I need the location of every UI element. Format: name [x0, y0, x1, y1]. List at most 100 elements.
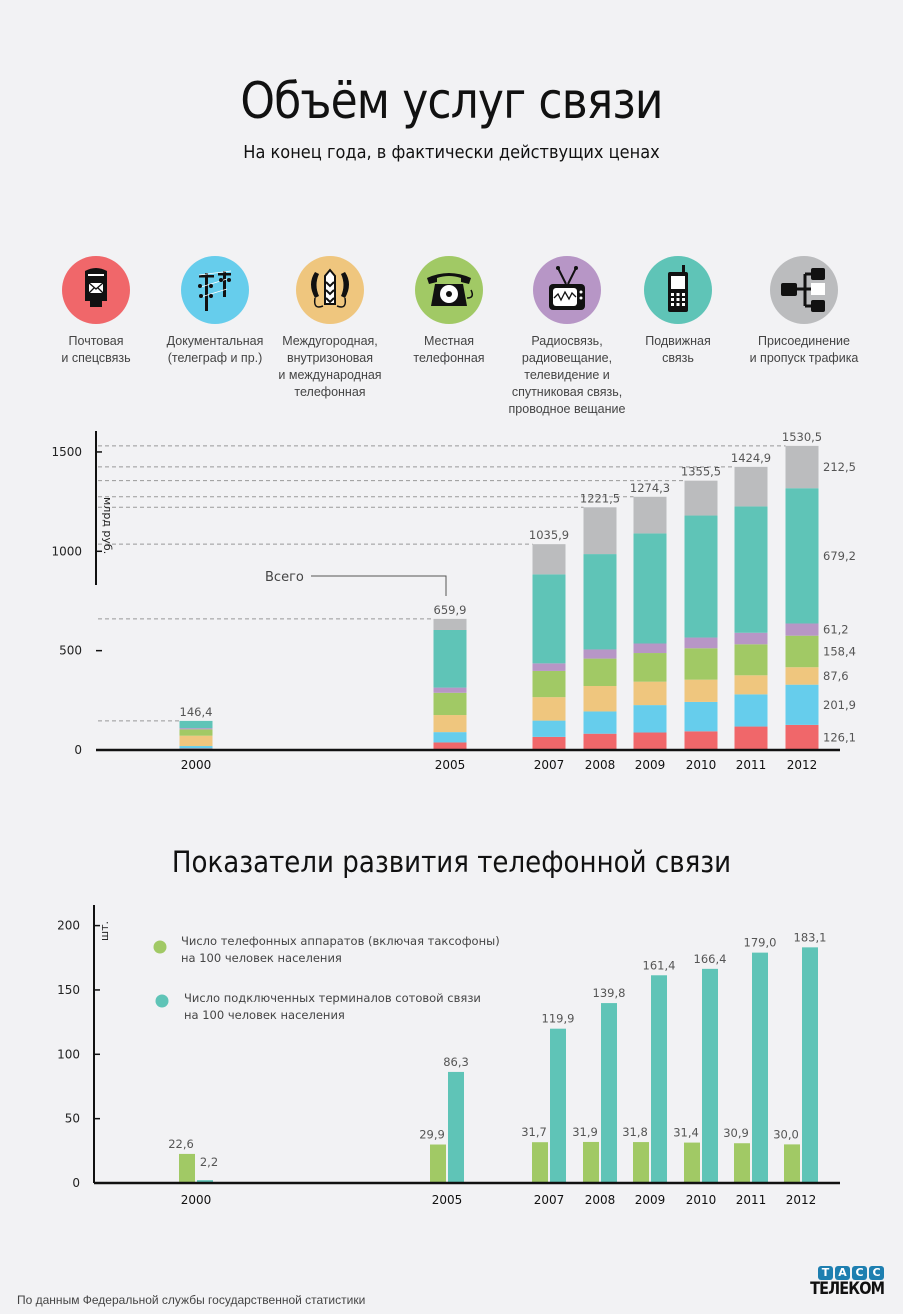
network-icon — [770, 256, 838, 324]
bar-segment-2011-3 — [734, 644, 768, 676]
bar-2010-landline — [684, 1142, 700, 1183]
total-label-2000: 146,4 — [180, 705, 213, 719]
x-tick-label-2012: 2012 — [786, 1193, 817, 1207]
legend: Число телефонных аппаратов (включая такс… — [153, 934, 500, 1022]
logo-letter: С — [869, 1266, 884, 1280]
bar-segment-2009-1 — [633, 705, 667, 733]
y-axis-label: млрд руб. — [101, 497, 114, 554]
category-label: Междугородная, — [282, 334, 378, 348]
category-long-distance: Междугородная, внутризоновая и международн… — [260, 256, 400, 401]
bar-segment-2000-5 — [179, 720, 213, 729]
total-label-2008: 1221,5 — [580, 491, 620, 505]
x-tick-label-2007: 2007 — [534, 1193, 565, 1207]
value-label-2007: 31,7 — [521, 1125, 547, 1139]
bar-segment-2007-3 — [532, 670, 566, 698]
bar-2005-cellular — [448, 1071, 464, 1183]
category-label: связь — [662, 351, 694, 365]
total-label-2012: 1530,5 — [782, 430, 822, 444]
bar-segment-2009-3 — [633, 653, 667, 682]
tv-icon — [533, 256, 601, 324]
bar-2010-cellular — [702, 968, 718, 1183]
legend-label-cellular: Число подключенных терминалов сотовой св… — [184, 991, 481, 1005]
bar-segment-2005-4 — [433, 687, 467, 693]
x-tick-label-2011: 2011 — [736, 1193, 767, 1207]
x-tick-label-2010: 2010 — [686, 758, 717, 772]
category-label: радиовещание, — [521, 351, 613, 365]
bar-2007-landline — [532, 1142, 548, 1183]
logo-letter: А — [835, 1266, 850, 1280]
x-tick-label-2005: 2005 — [432, 1193, 463, 1207]
legend-label-cellular: на 100 человек населения — [184, 1008, 345, 1022]
category-label: Документальная — [166, 334, 264, 348]
bar-2009-landline — [633, 1142, 649, 1183]
category-label: телефонная — [294, 385, 366, 399]
bar-segment-2011-0 — [734, 726, 768, 750]
page-title: Объём услуг связи — [240, 72, 663, 130]
bar-segment-2008-6 — [583, 507, 617, 555]
value-label-2009: 31,8 — [622, 1125, 648, 1139]
category-documentary: Документальная (телеграф и пр.) — [145, 256, 285, 367]
value-label-2008: 139,8 — [593, 986, 626, 1000]
y-tick-label: 1000 — [51, 544, 82, 558]
bar-segment-2011-5 — [734, 506, 768, 633]
category-radio-tv: Радиосвязь, радиовещание, телевидение и спу… — [497, 256, 637, 418]
bar-segment-2007-6 — [532, 544, 566, 575]
segment-label-2012: 61,2 — [823, 623, 849, 637]
value-label-2000: 2,2 — [200, 1155, 218, 1169]
category-label: внутризоновая — [286, 351, 374, 365]
bar-segment-2005-2 — [433, 715, 467, 733]
y-tick-label: 0 — [72, 1176, 80, 1190]
bar-segment-2007-5 — [532, 574, 566, 664]
value-label-2005: 29,9 — [419, 1128, 445, 1142]
mobile-phone-icon — [644, 256, 712, 324]
y-tick-label: 150 — [57, 983, 80, 997]
value-label-2011: 179,0 — [744, 936, 777, 950]
bar-segment-2010-3 — [684, 648, 718, 680]
bar-segment-2011-4 — [734, 632, 768, 645]
telephony-development-chart: 22,62,2200029,986,3200531,7119,9200731,9… — [57, 905, 840, 1207]
bar-segment-2012-1 — [785, 684, 819, 725]
page-subtitle: На конец года, в фактически действущих ц… — [243, 142, 660, 163]
category-label: и спецсвязь — [61, 351, 131, 365]
x-tick-label-2009: 2009 — [635, 1193, 666, 1207]
x-tick-label-2009: 2009 — [635, 758, 666, 772]
category-postal: Почтовая и спецсвязь — [26, 256, 166, 367]
bar-segment-2010-6 — [684, 480, 718, 516]
x-tick-label-2008: 2008 — [585, 758, 616, 772]
bar-2012-cellular — [802, 947, 818, 1183]
category-legend: Почтовая и спецсвязь Документальная (телег… — [0, 256, 903, 426]
category-label: телевидение и — [524, 368, 610, 382]
value-label-2005: 86,3 — [443, 1055, 469, 1069]
y-tick-label: 0 — [74, 743, 82, 757]
bar-segment-2000-2 — [179, 735, 213, 747]
bar-2008-cellular — [601, 1003, 617, 1183]
source-note: По данным Федеральной службы государстве… — [17, 1293, 366, 1307]
bar-segment-2010-4 — [684, 637, 718, 649]
value-label-2009: 161,4 — [643, 958, 676, 972]
bar-segment-2007-1 — [532, 720, 566, 737]
bar-segment-2005-3 — [433, 692, 467, 716]
category-label: проводное вещание — [508, 402, 626, 416]
value-label-2011: 30,9 — [723, 1126, 749, 1140]
total-annotation: Всего — [265, 570, 447, 596]
bar-segment-2008-0 — [583, 733, 617, 750]
category-label: Подвижная — [645, 334, 711, 348]
bar-segment-2011-6 — [734, 466, 768, 507]
segment-label-2012: 126,1 — [823, 730, 856, 744]
bar-segment-2008-3 — [583, 658, 617, 687]
x-tick-label-2000: 2000 — [181, 1193, 212, 1207]
legend-swatch-landline — [153, 940, 167, 954]
x-tick-label-2005: 2005 — [435, 758, 466, 772]
bar-segment-2007-0 — [532, 736, 566, 750]
legend-swatch-cellular — [155, 994, 169, 1008]
y-tick-label: 200 — [57, 919, 80, 933]
value-label-2012: 183,1 — [794, 930, 827, 944]
category-mobile: Подвижная связь — [608, 256, 748, 367]
bar-segment-2012-2 — [785, 667, 819, 685]
services-volume-chart: 0 500 1000 1500 146,4 2000 659,9 2005 1035,9 200… — [51, 430, 856, 772]
telegraph-pole-icon — [181, 256, 249, 324]
x-tick-label-2012: 2012 — [787, 758, 818, 772]
legend-label-landline: на 100 человек населения — [181, 951, 342, 965]
total-label-2005: 659,9 — [434, 603, 467, 617]
